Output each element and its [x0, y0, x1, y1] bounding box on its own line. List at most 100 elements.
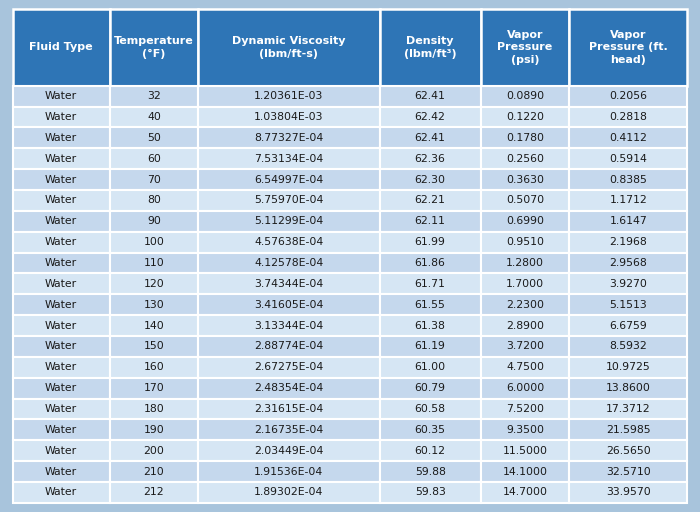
Bar	[110, 294, 198, 315]
Text: 59.83: 59.83	[414, 487, 446, 497]
Bar	[481, 232, 569, 252]
Text: 2.16735E-04: 2.16735E-04	[254, 425, 323, 435]
Text: 120: 120	[144, 279, 164, 289]
Bar	[379, 148, 481, 169]
Text: 3.41605E-04: 3.41605E-04	[254, 300, 323, 310]
Bar	[13, 336, 110, 357]
Bar	[379, 190, 481, 211]
Text: 100: 100	[144, 237, 164, 247]
Bar	[569, 273, 687, 294]
Text: 2.1968: 2.1968	[610, 237, 648, 247]
Text: 2.8900: 2.8900	[506, 321, 544, 331]
Text: 0.9510: 0.9510	[506, 237, 544, 247]
Bar	[13, 419, 110, 440]
Bar	[110, 169, 198, 190]
Bar	[110, 190, 198, 211]
Text: 61.55: 61.55	[414, 300, 446, 310]
Text: 170: 170	[144, 383, 164, 393]
Text: Temperature
(°F): Temperature (°F)	[114, 36, 194, 59]
Bar	[379, 106, 481, 127]
Bar	[110, 252, 198, 273]
Text: Water: Water	[45, 175, 77, 184]
Bar	[569, 127, 687, 148]
Bar	[481, 461, 569, 482]
Bar	[13, 190, 110, 211]
Text: 6.54997E-04: 6.54997E-04	[254, 175, 323, 184]
Bar	[379, 86, 481, 106]
Bar	[569, 252, 687, 273]
Bar	[110, 440, 198, 461]
Text: 0.1220: 0.1220	[506, 112, 544, 122]
Bar	[110, 273, 198, 294]
Text: 13.8600: 13.8600	[606, 383, 651, 393]
Text: Water: Water	[45, 487, 77, 497]
Text: 3.9270: 3.9270	[610, 279, 648, 289]
Bar	[379, 482, 481, 503]
Text: 2.31615E-04: 2.31615E-04	[254, 404, 323, 414]
Bar	[110, 148, 198, 169]
Bar	[379, 461, 481, 482]
Text: 17.3712: 17.3712	[606, 404, 651, 414]
Bar	[481, 378, 569, 398]
Bar	[481, 294, 569, 315]
Text: 70: 70	[147, 175, 161, 184]
Text: 61.38: 61.38	[414, 321, 446, 331]
Bar	[13, 273, 110, 294]
Bar	[481, 273, 569, 294]
Bar	[198, 86, 379, 106]
Text: 14.1000: 14.1000	[503, 466, 547, 477]
Bar	[110, 232, 198, 252]
Text: Water: Water	[45, 383, 77, 393]
Bar	[481, 9, 569, 86]
Bar	[481, 419, 569, 440]
Text: 21.5985: 21.5985	[606, 425, 651, 435]
Bar	[198, 169, 379, 190]
Bar	[110, 211, 198, 232]
Text: 62.21: 62.21	[414, 196, 446, 205]
Text: 2.48354E-04: 2.48354E-04	[254, 383, 323, 393]
Bar	[569, 211, 687, 232]
Text: 180: 180	[144, 404, 164, 414]
Text: 0.8385: 0.8385	[610, 175, 648, 184]
Bar	[481, 211, 569, 232]
Bar	[198, 461, 379, 482]
Bar	[569, 336, 687, 357]
Text: 212: 212	[144, 487, 164, 497]
Bar	[13, 357, 110, 378]
Text: Water: Water	[45, 91, 77, 101]
Text: 1.03804E-03: 1.03804E-03	[254, 112, 323, 122]
Bar	[481, 398, 569, 419]
Bar	[481, 148, 569, 169]
Text: Water: Water	[45, 258, 77, 268]
Bar	[110, 9, 198, 86]
Text: 62.41: 62.41	[414, 133, 446, 143]
Text: 61.71: 61.71	[414, 279, 446, 289]
Text: Vapor
Pressure
(psi): Vapor Pressure (psi)	[498, 30, 553, 65]
Bar	[481, 127, 569, 148]
Text: 60.12: 60.12	[414, 445, 446, 456]
Text: 5.1513: 5.1513	[610, 300, 648, 310]
Bar	[13, 127, 110, 148]
Bar	[198, 148, 379, 169]
Bar	[13, 232, 110, 252]
Text: Fluid Type: Fluid Type	[29, 42, 93, 52]
Text: 9.3500: 9.3500	[506, 425, 544, 435]
Text: Dynamic Viscosity
(lbm/ft-s): Dynamic Viscosity (lbm/ft-s)	[232, 36, 346, 59]
Bar	[569, 482, 687, 503]
Text: 62.42: 62.42	[414, 112, 446, 122]
Text: Vapor
Pressure (ft.
head): Vapor Pressure (ft. head)	[589, 30, 668, 65]
Bar	[379, 169, 481, 190]
Bar	[198, 9, 379, 86]
Text: 4.57638E-04: 4.57638E-04	[254, 237, 323, 247]
Bar	[569, 148, 687, 169]
Bar	[110, 482, 198, 503]
Text: 60.58: 60.58	[414, 404, 446, 414]
Text: Water: Water	[45, 300, 77, 310]
Bar	[198, 357, 379, 378]
Bar	[198, 378, 379, 398]
Text: 110: 110	[144, 258, 164, 268]
Bar	[13, 9, 110, 86]
Text: 4.12578E-04: 4.12578E-04	[254, 258, 323, 268]
Text: 50: 50	[147, 133, 161, 143]
Text: 160: 160	[144, 362, 164, 372]
